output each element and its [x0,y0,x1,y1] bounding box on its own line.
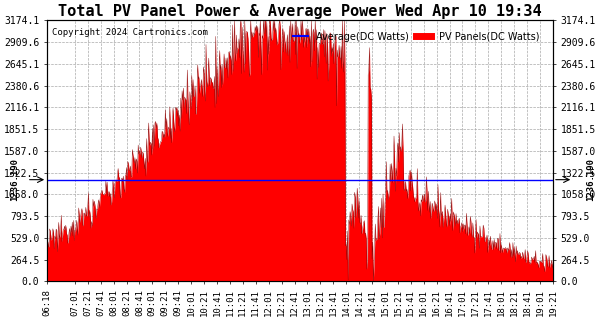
Text: Copyright 2024 Cartronics.com: Copyright 2024 Cartronics.com [52,28,208,37]
Text: 1236.190: 1236.190 [586,158,595,201]
Text: 1236.190: 1236.190 [10,158,19,201]
Legend: Average(DC Watts), PV Panels(DC Watts): Average(DC Watts), PV Panels(DC Watts) [289,28,543,45]
Title: Total PV Panel Power & Average Power Wed Apr 10 19:34: Total PV Panel Power & Average Power Wed… [58,4,542,19]
